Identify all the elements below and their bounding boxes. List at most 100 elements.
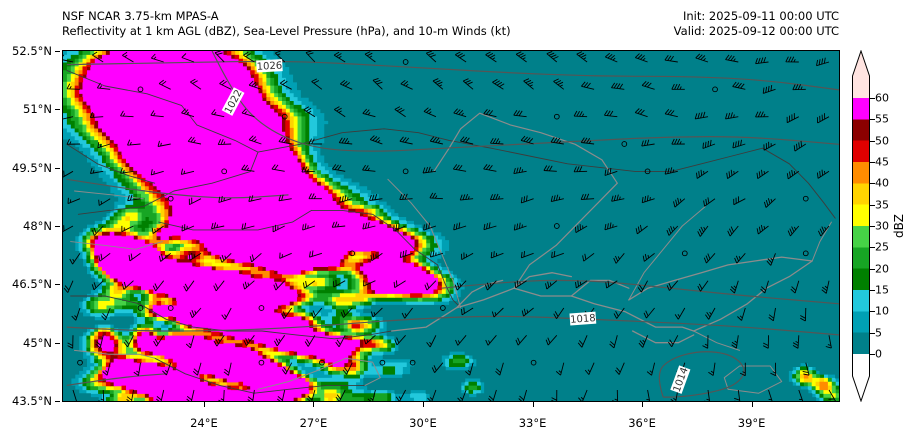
latitude-tick-mark-6 (55, 401, 60, 402)
wind-barb (91, 225, 104, 236)
wind-barb (153, 335, 165, 347)
wind-barb (424, 280, 437, 291)
colorbar-tick-label-3: 15 (875, 283, 889, 297)
wind-barb (63, 225, 74, 233)
wind-barb (518, 389, 528, 401)
wind-barb (423, 107, 437, 118)
wind-barb (303, 106, 316, 118)
wind-barb (338, 137, 353, 145)
wind-barb (101, 307, 111, 321)
calm-wind-marker (379, 359, 386, 366)
colorbar-gradient (852, 50, 870, 402)
wind-barb (515, 335, 527, 346)
colorbar-tick-label-1: 5 (875, 326, 882, 340)
wind-barb (513, 166, 527, 175)
wind-barb (278, 194, 292, 202)
wind-barb (642, 252, 655, 262)
calm-wind-marker (553, 223, 560, 229)
wind-barb (243, 51, 255, 63)
colorbar[interactable]: 0 5 10 15 20 25 30 35 40 45 50 55 60 (852, 50, 889, 402)
wind-barb (553, 307, 565, 319)
reflectivity-field (63, 51, 839, 401)
wind-barb (188, 197, 202, 206)
latitude-tick-mark-0 (55, 51, 60, 52)
wind-barb (127, 194, 141, 202)
wind-barb (634, 53, 648, 63)
wind-barb (278, 136, 292, 145)
wind-barb (219, 252, 232, 263)
wind-barb (369, 194, 383, 201)
wind-barb (213, 335, 225, 347)
wind-barb (362, 164, 376, 172)
wind-barb (756, 224, 769, 235)
colorbar-tick-label-9: 45 (875, 155, 889, 169)
wind-barb (248, 135, 262, 145)
wind-barb (423, 222, 437, 231)
coastline (570, 279, 630, 297)
wind-barb (223, 362, 232, 376)
calm-wind-marker (349, 250, 356, 257)
border-line (70, 295, 393, 340)
wind-barb (400, 79, 413, 90)
colorbar-tick-label-10: 50 (875, 134, 889, 148)
wind-barb (514, 280, 527, 289)
wind-barb (582, 252, 595, 262)
wind-barb (666, 225, 679, 236)
wind-barb (189, 307, 202, 319)
wind-barb (95, 335, 104, 349)
geography-lines (66, 69, 836, 394)
wind-barb (121, 225, 134, 233)
wind-barb (66, 138, 81, 145)
calm-wind-marker (258, 305, 265, 311)
wind-barb (218, 195, 232, 203)
wind-barb (279, 252, 292, 259)
wind-barb (277, 389, 286, 401)
wind-barb (213, 280, 225, 292)
wind-barb (821, 280, 830, 294)
calm-wind-marker (137, 86, 144, 93)
wind-barb (734, 253, 746, 264)
wind-barb (454, 280, 467, 291)
latitude-axis: 52.5°N 51°N 49.5°N 48°N 46.5°N 45°N 43.5°N (0, 44, 60, 408)
wind-barb (180, 168, 195, 175)
wind-barb (465, 362, 474, 376)
wind-barb (637, 280, 648, 293)
wind-barb (786, 169, 800, 180)
wind-barb (302, 280, 316, 289)
slp-contour-1018b (441, 279, 839, 305)
wind-barb (573, 110, 588, 118)
wind-barb (102, 362, 111, 376)
wind-barb (792, 335, 800, 349)
wind-barb (63, 170, 74, 178)
map-plot-area[interactable]: 1026 1022 1018 1014 (62, 50, 840, 402)
colorbar-tick-label-4: 20 (875, 262, 889, 276)
wind-barb (158, 252, 171, 262)
wind-barb (817, 225, 830, 237)
wind-barb (702, 139, 716, 149)
wind-barb (310, 307, 323, 319)
longitude-tick-label-1: 27°E (299, 416, 328, 430)
wind-barb (483, 164, 497, 172)
wind-barb (695, 53, 709, 63)
wind-barb (96, 82, 111, 90)
wind-barb (604, 167, 618, 176)
wind-barb (577, 335, 588, 348)
wind-barb (133, 362, 141, 376)
wind-barb (248, 80, 262, 90)
longitude-tick-label-3: 33°E (518, 416, 547, 430)
wind-barb (332, 164, 346, 172)
wind-barb (362, 108, 376, 118)
wind-barb (703, 197, 716, 207)
wind-barb (91, 280, 104, 291)
wind-barb (429, 250, 444, 258)
wind-barb (335, 335, 346, 348)
valid-time-line: Valid: 2025-09-12 00:00 UTC (673, 24, 839, 38)
wind-barb (67, 197, 81, 205)
wind-barb (192, 362, 202, 376)
colorbar-tick-label-11: 55 (875, 112, 889, 126)
wind-barb (551, 389, 558, 401)
wind-barb (816, 57, 830, 67)
wind-barb (422, 166, 436, 174)
wind-barb (306, 389, 316, 401)
